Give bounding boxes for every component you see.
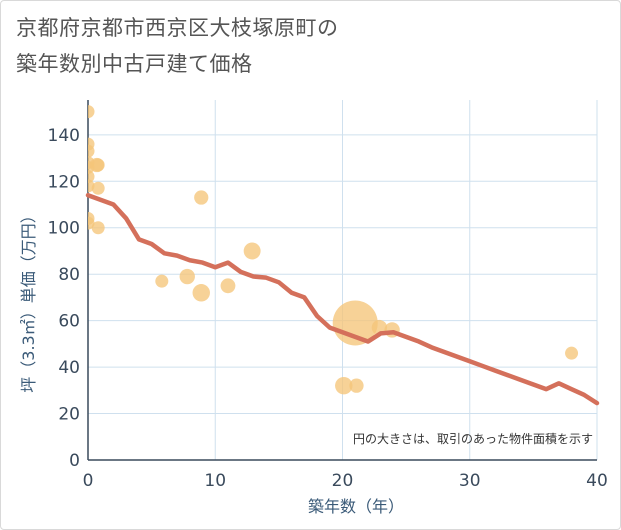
y-tick-label: 140 — [48, 126, 80, 146]
y-tick-label: 120 — [48, 172, 80, 192]
bubble-point — [88, 144, 95, 158]
bubble-size-note: 円の大きさは、取引のあった物件面積を示す — [353, 431, 593, 446]
bubble-point — [179, 268, 195, 285]
bubble-point — [243, 242, 261, 260]
y-tick-label: 40 — [58, 358, 80, 378]
y-tick-label: 80 — [58, 265, 80, 285]
y-axis-label: 坪（3.3㎡）単価（万円） — [19, 207, 38, 392]
bubble-point — [194, 190, 209, 205]
y-tick-label: 60 — [58, 312, 80, 332]
bubble-point — [192, 284, 210, 302]
bubble-point — [220, 278, 236, 294]
x-tick-label: 40 — [586, 471, 608, 491]
bubble-point — [91, 221, 105, 235]
x-axis-label: 築年数（年） — [308, 497, 404, 516]
tick-labels: 0 20 40 60 80 100 120 140 0 10 20 30 40 — [48, 126, 608, 491]
y-tick-label: 0 — [69, 451, 80, 471]
bubble-point — [565, 346, 579, 360]
trend-series — [85, 192, 600, 406]
bubble-series — [88, 105, 579, 395]
y-tick-label: 100 — [48, 219, 80, 239]
bubble-point — [88, 105, 95, 119]
trend-line — [85, 192, 600, 406]
chart-title-line-2: 築年数別中古戸建て価格 — [16, 52, 253, 76]
bubble-point — [91, 181, 105, 195]
bubble-point — [349, 378, 364, 393]
chart-title-line-1: 京都府京都市西京区大枝塚原町の — [16, 16, 339, 40]
y-tick-label: 20 — [58, 405, 80, 425]
x-tick-label: 10 — [204, 471, 226, 491]
bubble-point — [155, 274, 169, 288]
x-tick-label: 30 — [459, 471, 481, 491]
bubble-point — [91, 158, 105, 172]
x-tick-label: 20 — [332, 471, 354, 491]
bubble-point — [335, 376, 353, 395]
chart-title: 京都府京都市西京区大枝塚原町の 築年数別中古戸建て価格 — [16, 10, 339, 82]
x-tick-label: 0 — [83, 471, 94, 491]
